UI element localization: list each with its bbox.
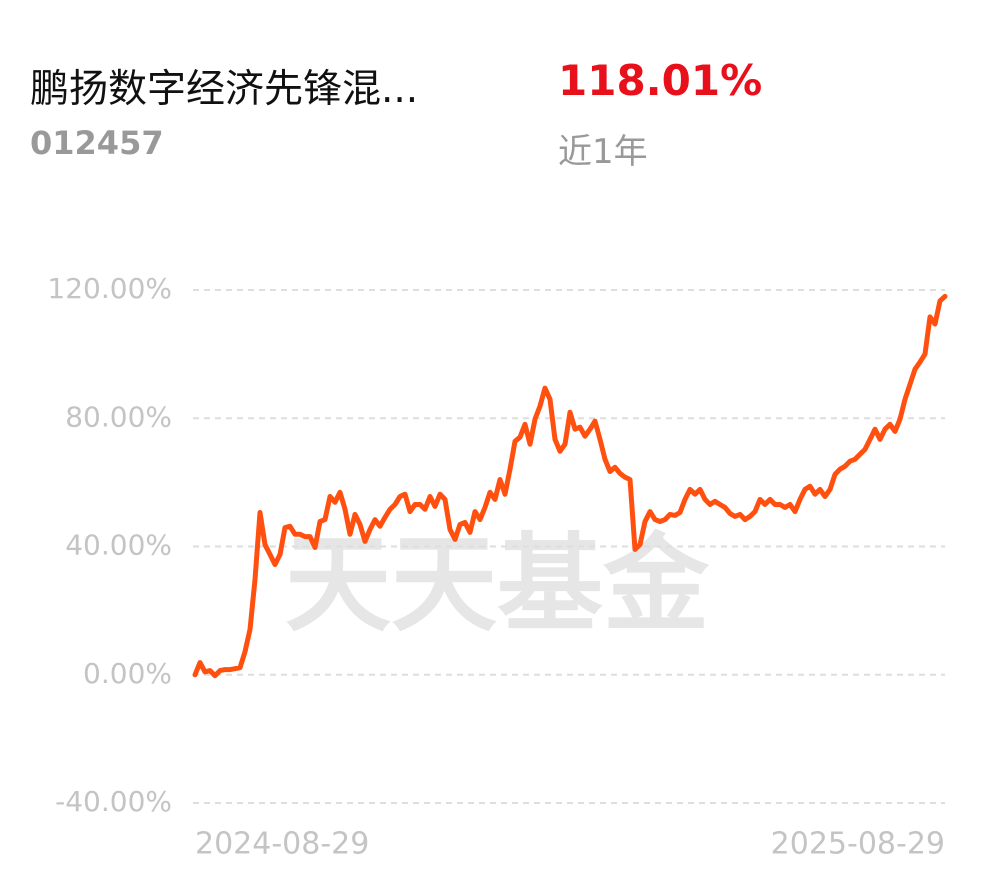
fund-code: 012457: [30, 124, 164, 162]
line: [192, 293, 948, 679]
fund-return: 118.01%: [558, 56, 763, 105]
y-tick-label: -40.00%: [55, 785, 172, 818]
y-tick-label: 0.00%: [83, 657, 172, 690]
x-tick-label: 2024-08-29: [195, 827, 369, 862]
y-tick-label: 120.00%: [47, 272, 172, 305]
y-tick-label: 40.00%: [65, 529, 172, 562]
y-tick-label: 80.00%: [65, 400, 172, 433]
watermark: 天天基金: [285, 523, 710, 646]
x-tick-label: 2025-08-29: [771, 827, 945, 862]
fund-name: 鹏扬数字经济先锋混...: [30, 67, 419, 112]
period: 近1年: [558, 132, 648, 172]
